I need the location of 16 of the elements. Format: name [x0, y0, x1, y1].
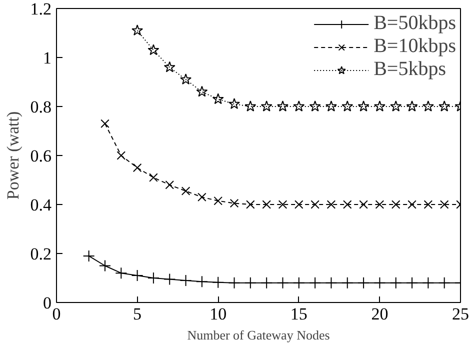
x-tick-label: 15 [290, 304, 308, 324]
y-tick-label: 1 [43, 48, 52, 68]
y-tick-label: 0.2 [30, 244, 52, 264]
x-axis-title: Number of Gateway Nodes [187, 328, 330, 342]
x-tick-label: 25 [452, 304, 469, 324]
y-tick-label: 0.4 [30, 196, 52, 214]
y-tick-label: 0.6 [30, 146, 52, 166]
y-tick-label: 1.2 [30, 0, 52, 18]
y-tick-label: 0.8 [30, 98, 52, 116]
y-axis-title: Power (watt) [3, 111, 22, 200]
legend-label: B=10kbps [374, 35, 456, 58]
x-tick-label: 20 [371, 304, 388, 324]
legend-label: B=50kbps [374, 12, 456, 35]
x-tick-label: 10 [210, 304, 227, 324]
legend-label: B=5kbps [374, 58, 446, 81]
x-tick-label: 5 [133, 304, 142, 324]
